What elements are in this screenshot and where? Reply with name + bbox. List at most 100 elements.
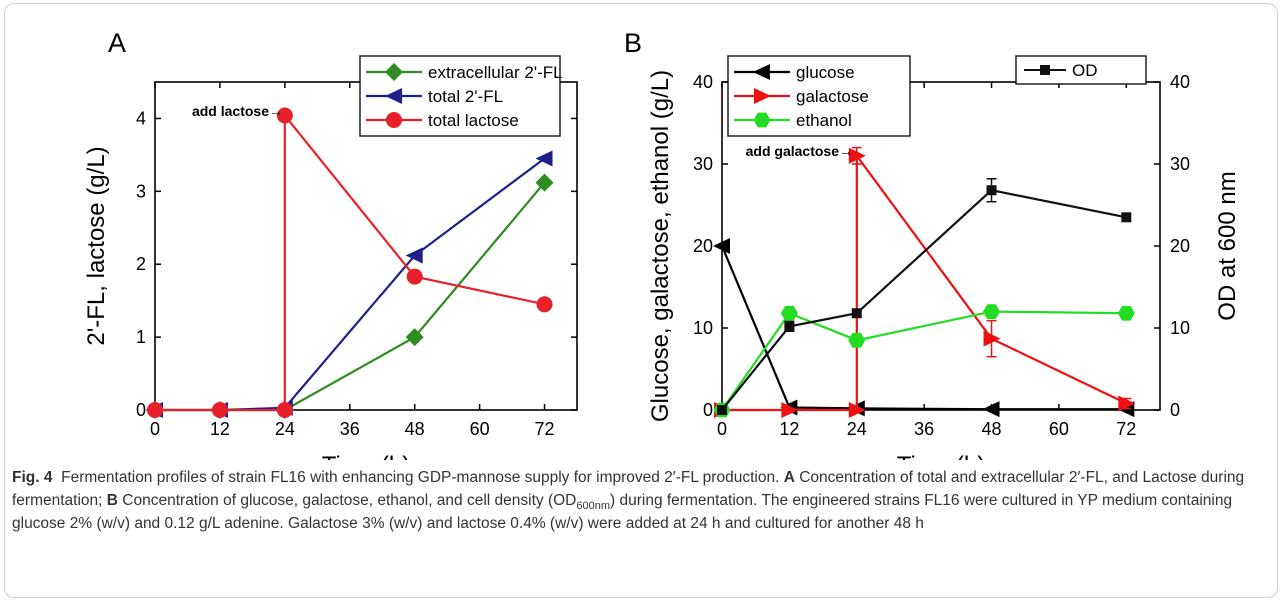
panel-label-b: B xyxy=(624,28,642,58)
data-point xyxy=(405,328,424,347)
data-point xyxy=(983,330,1001,347)
caption-subscript: 600nm xyxy=(576,500,611,513)
x-tick-label: 0 xyxy=(150,419,160,439)
series-line xyxy=(720,245,1127,411)
y-tick-label: 0 xyxy=(136,400,146,420)
data-point xyxy=(713,238,730,254)
x-tick-label: 36 xyxy=(340,419,360,439)
series-line xyxy=(722,152,1127,412)
data-point xyxy=(276,402,293,418)
series-line xyxy=(721,310,1127,411)
legend-label: glucose xyxy=(796,63,855,82)
data-point xyxy=(717,405,727,415)
x-tick-label: 60 xyxy=(1049,419,1069,439)
y-axis-label: Glucose, galactose, ethanol (g/L) xyxy=(647,70,674,422)
data-point xyxy=(406,268,423,285)
series-glucose xyxy=(713,238,1135,418)
data-point xyxy=(1118,395,1136,412)
y-tick-label: 1 xyxy=(136,327,146,347)
caption-text-4: ) during fermentation. The engineered st… xyxy=(12,492,1233,532)
caption-text-1: Fermentation profiles of strain FL16 wit… xyxy=(61,469,780,486)
legend-marker xyxy=(386,112,402,128)
data-point xyxy=(851,308,862,319)
y-tick-label: 3 xyxy=(136,181,146,201)
legend-marker xyxy=(754,88,771,104)
data-point xyxy=(848,332,866,348)
y-tick-label-right: 0 xyxy=(1170,400,1180,420)
y-tick-label: 4 xyxy=(136,108,146,128)
caption-label-b: B xyxy=(106,492,118,509)
data-point xyxy=(781,402,799,418)
y-tick-label-right: 40 xyxy=(1170,72,1190,92)
series-ethanol xyxy=(713,304,1135,418)
data-point xyxy=(1121,212,1132,223)
legend-label: galactose xyxy=(796,87,869,106)
x-tick-label: 48 xyxy=(982,419,1002,439)
data-point xyxy=(848,147,866,164)
x-tick-label: 24 xyxy=(847,419,867,439)
y-tick-label-right: 30 xyxy=(1170,154,1190,174)
x-tick-label: 60 xyxy=(470,419,490,439)
x-tick-label: 24 xyxy=(275,419,295,439)
data-point xyxy=(848,402,866,418)
series-line xyxy=(721,189,1127,411)
x-tick-label: 72 xyxy=(1116,419,1136,439)
panel-a-plot: 012243648607201234Time (h)2'-FL, lactose… xyxy=(83,55,578,460)
annotation-label: add galactose→ xyxy=(746,143,853,159)
data-point xyxy=(147,402,163,418)
y-tick-label-right: 10 xyxy=(1170,318,1190,338)
x-tick-label: 0 xyxy=(717,419,727,439)
figure-frame xyxy=(4,3,1278,598)
series-extracellular-2-fl xyxy=(146,173,554,419)
data-point xyxy=(780,305,798,321)
caption-text-2: Concentration of total and extracellular… xyxy=(12,469,1245,509)
legend-marker xyxy=(385,63,403,81)
data-point xyxy=(535,150,553,167)
legend-marker xyxy=(385,88,402,104)
data-point xyxy=(784,321,795,332)
y-tick-label: 30 xyxy=(693,154,713,174)
legend-right: OD xyxy=(1015,55,1147,85)
data-point xyxy=(982,401,1000,418)
y-axis-label: 2'-FL, lactose (g/L) xyxy=(83,146,110,345)
y-tick-label: 2 xyxy=(136,254,146,274)
data-point xyxy=(1117,305,1135,321)
caption-text-3: Concentration of glucose, galactose, eth… xyxy=(122,492,577,509)
legend-label: ethanol xyxy=(796,111,852,130)
y-tick-label: 20 xyxy=(693,236,713,256)
panel-b-plot: 0 12 24 36 48 60 72 0 10 20 30 40 0 10 20 30 40 Time (h) G… xyxy=(647,55,1241,460)
y-tick-label: 10 xyxy=(693,318,713,338)
x-tick-label: 36 xyxy=(914,419,934,439)
legend: extracellular 2'-FL total 2'-FL total lact… xyxy=(359,55,563,137)
legend-marker xyxy=(753,112,771,128)
data-point xyxy=(211,402,228,418)
annotation-label: add lactose→ xyxy=(192,103,283,119)
legend-label: extracellular 2'-FL xyxy=(428,63,563,82)
data-point xyxy=(986,185,997,196)
x-tick-label: 12 xyxy=(210,419,230,439)
legend: glucose galactose ethanol xyxy=(727,55,911,137)
figure-caption: Fig. 4 Fermentation profiles of strain F… xyxy=(12,466,1274,535)
series-total-2-fl xyxy=(146,150,553,418)
data-point xyxy=(535,173,554,192)
legend-marker xyxy=(753,64,770,80)
caption-fig-label: Fig. 4 xyxy=(12,469,53,486)
panel-label-a: A xyxy=(108,28,126,58)
figure-chart: A B 012243648607201234Time (h)2'-FL, lac… xyxy=(83,28,1241,460)
x-tick-label: 48 xyxy=(405,419,425,439)
series-line xyxy=(155,112,545,412)
x-axis-label: Time (h) xyxy=(897,452,985,460)
legend-label: total 2'-FL xyxy=(428,87,503,106)
series-od xyxy=(717,178,1132,415)
x-tick-label: 72 xyxy=(535,419,555,439)
series-total-lactose xyxy=(147,107,553,418)
x-axis-label: Time (h) xyxy=(322,452,410,460)
y-axis-label-right: OD at 600 nm xyxy=(1214,171,1241,320)
legend-label: total lactose xyxy=(428,111,519,130)
series-line xyxy=(155,181,546,412)
data-point xyxy=(536,296,553,313)
y-tick-label: 40 xyxy=(693,72,713,92)
legend-marker xyxy=(1040,65,1050,75)
data-point xyxy=(983,304,1000,319)
caption-label-a: A xyxy=(783,469,795,486)
